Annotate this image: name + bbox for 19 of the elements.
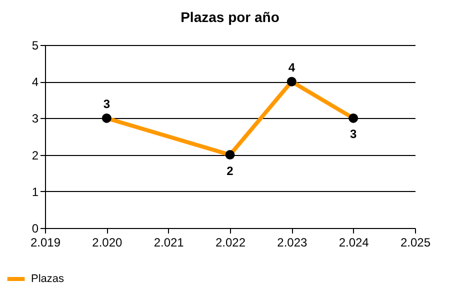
x-tick-label: 2.022 <box>215 236 246 250</box>
data-label: 4 <box>288 60 296 75</box>
y-tick-label: 2 <box>32 148 39 162</box>
legend-label: Plazas <box>31 273 65 285</box>
x-tick-label: 2.021 <box>154 236 184 250</box>
y-tick-label: 4 <box>32 75 39 90</box>
x-tick-label: 2.023 <box>277 236 308 250</box>
x-tick-label: 2.025 <box>400 236 431 250</box>
x-tick-label: 2.024 <box>338 236 370 250</box>
y-tick-label: 0 <box>32 222 39 236</box>
data-label: 2 <box>226 164 234 178</box>
data-label: 3 <box>103 97 110 112</box>
x-tick-label: 2.019 <box>30 236 61 250</box>
data-label: 3 <box>350 127 357 142</box>
x-tick-label: 2.020 <box>92 236 123 250</box>
y-tick-label: 3 <box>32 112 39 126</box>
y-tick-label: 5 <box>32 38 39 52</box>
chart-title: Plazas por año <box>180 9 280 25</box>
y-tick-label: 1 <box>32 184 39 199</box>
